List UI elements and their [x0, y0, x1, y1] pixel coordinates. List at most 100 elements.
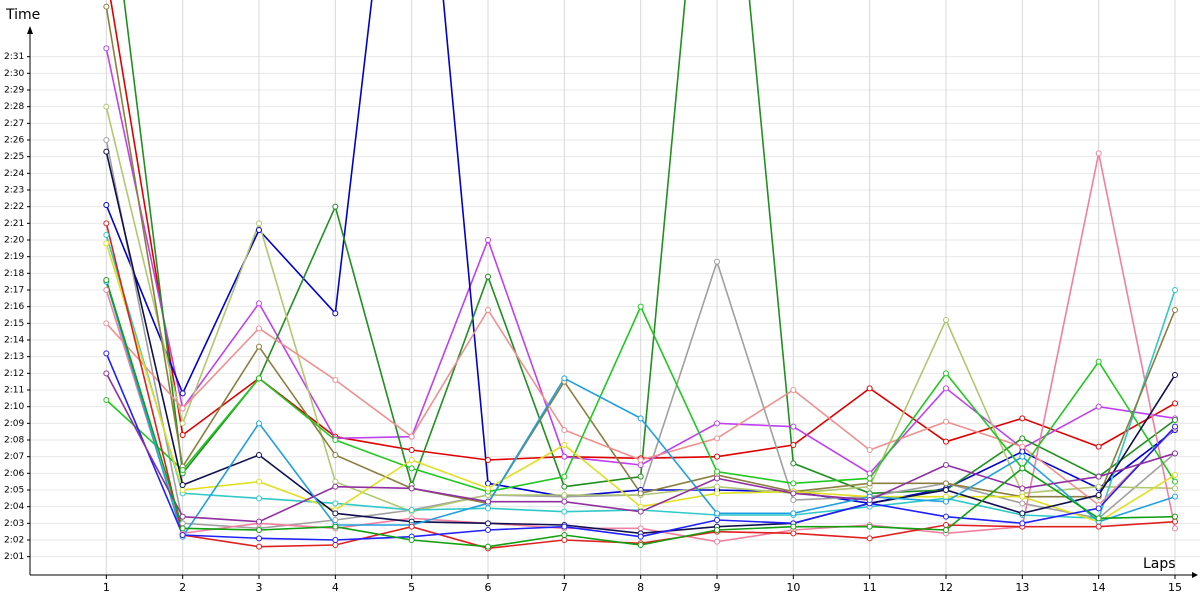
point [561, 473, 568, 480]
point [1172, 478, 1178, 485]
point [103, 103, 110, 110]
x-tick-label: 11 [863, 581, 877, 594]
point [485, 237, 491, 243]
point [179, 432, 186, 438]
point [103, 370, 110, 377]
point [714, 453, 720, 460]
y-tick-label: 2:11 [4, 386, 24, 396]
point [179, 487, 186, 493]
point [332, 478, 339, 485]
point [790, 497, 797, 503]
point [1095, 443, 1102, 450]
point [1019, 520, 1026, 527]
point [1019, 443, 1026, 450]
point [179, 525, 186, 532]
x-axis-label: Laps [1143, 556, 1176, 572]
y-tick-label: 2:19 [4, 252, 24, 262]
x-tick-label: 14 [1092, 581, 1106, 594]
x-tick-label: 6 [485, 581, 492, 594]
point [408, 485, 415, 492]
point [1019, 510, 1026, 517]
y-tick-label: 2:16 [4, 302, 24, 312]
y-tick-label: 2:01 [4, 552, 24, 562]
point [179, 482, 186, 488]
point [790, 530, 797, 537]
point [866, 480, 873, 487]
point [1172, 493, 1178, 500]
point [866, 470, 873, 477]
point [790, 490, 797, 497]
point [103, 350, 110, 357]
point [561, 442, 568, 448]
point [866, 475, 873, 482]
point [332, 310, 339, 317]
series-layer [103, 0, 1178, 552]
point [1095, 473, 1102, 480]
point [408, 433, 415, 440]
x-tick-label: 2 [179, 581, 186, 594]
point [256, 220, 262, 227]
y-tick-label: 2:18 [4, 269, 24, 279]
point [943, 513, 949, 520]
point [790, 442, 797, 448]
point [1172, 525, 1178, 532]
y-tick-label: 2:04 [4, 502, 24, 512]
point [943, 487, 949, 493]
point [332, 537, 339, 543]
y-tick-label: 2:30 [4, 69, 24, 79]
x-axis-arrow [1192, 572, 1198, 578]
point [1172, 423, 1178, 430]
point [943, 493, 949, 500]
point [1019, 465, 1026, 472]
point [943, 498, 949, 505]
point [256, 543, 262, 550]
y-tick-label: 2:23 [4, 186, 24, 196]
point [408, 457, 415, 463]
point [943, 438, 949, 445]
point [1095, 505, 1102, 512]
y-tick-label: 2:06 [4, 469, 24, 479]
point [332, 542, 339, 548]
y-tick-label: 2:10 [4, 402, 24, 412]
x-tick-label: 13 [1015, 581, 1029, 594]
y-tick-label: 2:20 [4, 236, 24, 246]
point [485, 498, 491, 505]
point [1095, 492, 1102, 498]
point [485, 527, 491, 533]
point [332, 437, 339, 443]
point [714, 258, 720, 265]
y-tick-label: 2:02 [4, 536, 24, 546]
point [103, 320, 110, 327]
point [332, 500, 339, 507]
point [485, 543, 491, 550]
point [714, 538, 720, 545]
point [179, 467, 186, 473]
point [332, 203, 339, 210]
point [714, 527, 720, 533]
y-tick-label: 2:09 [4, 419, 24, 429]
point [485, 485, 491, 492]
point [866, 385, 873, 392]
x-tick-label: 4 [332, 581, 339, 594]
point [637, 508, 644, 515]
point [1172, 450, 1178, 457]
point [256, 527, 262, 533]
x-tick-label: 12 [939, 581, 953, 594]
point [1019, 415, 1026, 422]
x-tick-label: 3 [256, 581, 263, 594]
point [256, 518, 262, 525]
point [103, 220, 110, 227]
point [103, 137, 110, 143]
x-tick-label: 15 [1168, 581, 1182, 594]
point [637, 490, 644, 497]
y-tick-label: 2:05 [4, 486, 24, 496]
point [256, 478, 262, 485]
point [179, 520, 186, 527]
y-tick-label: 2:03 [4, 519, 24, 529]
point [408, 537, 415, 543]
point [637, 542, 644, 548]
point [866, 497, 873, 503]
x-tick-label: 9 [714, 581, 721, 594]
point [1172, 472, 1178, 478]
